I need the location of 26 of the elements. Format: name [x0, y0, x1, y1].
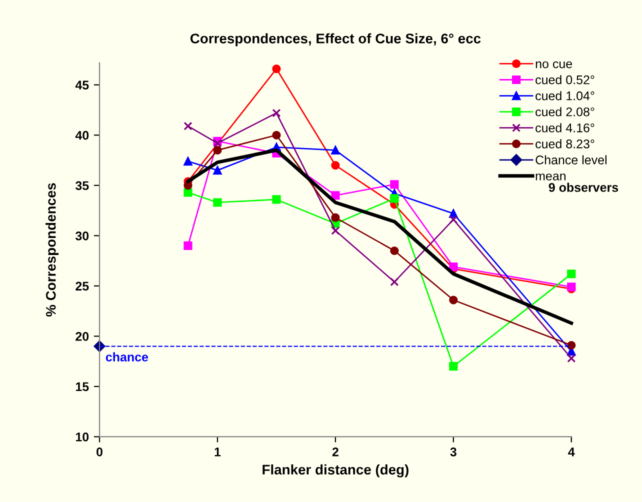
y-tick-label: 15 [76, 382, 89, 392]
x-tick-label: 3 [450, 447, 456, 456]
y-tick-label: 10 [76, 432, 89, 442]
legend-label: cued 8.23° [536, 139, 594, 148]
y-tick-label: 25 [76, 282, 89, 291]
x-axis-title: Flanker distance (deg) [262, 464, 408, 478]
legend-label: cued 0.52° [536, 75, 594, 84]
y-tick-label: 35 [75, 181, 89, 190]
legend-label: mean [536, 174, 566, 180]
y-tick-label: 30 [75, 231, 89, 240]
x-tick-label: 2 [332, 447, 338, 456]
legend-label: no cue [536, 61, 572, 68]
x-tick-label: 4 [568, 448, 575, 456]
legend-label: cued 1.04° [536, 91, 594, 100]
ref-line-label: chance [106, 352, 148, 362]
y-tick-label: 40 [75, 130, 89, 140]
chart-title: Correspondences, Effect of Cue Size, 6° ecc [190, 33, 481, 46]
y-tick-label: 45 [75, 80, 89, 90]
legend-label: Chance level [536, 155, 606, 164]
x-tick-label: 0 [96, 447, 102, 456]
y-axis-title: % Correspondences [46, 183, 59, 317]
x-tick-label: 1 [214, 448, 221, 456]
legend-label: cued 2.08° [536, 107, 594, 116]
y-tick-label: 20 [76, 332, 89, 341]
annotation: 9 observers [548, 182, 618, 192]
legend-label: cued 4.16° [536, 123, 594, 132]
